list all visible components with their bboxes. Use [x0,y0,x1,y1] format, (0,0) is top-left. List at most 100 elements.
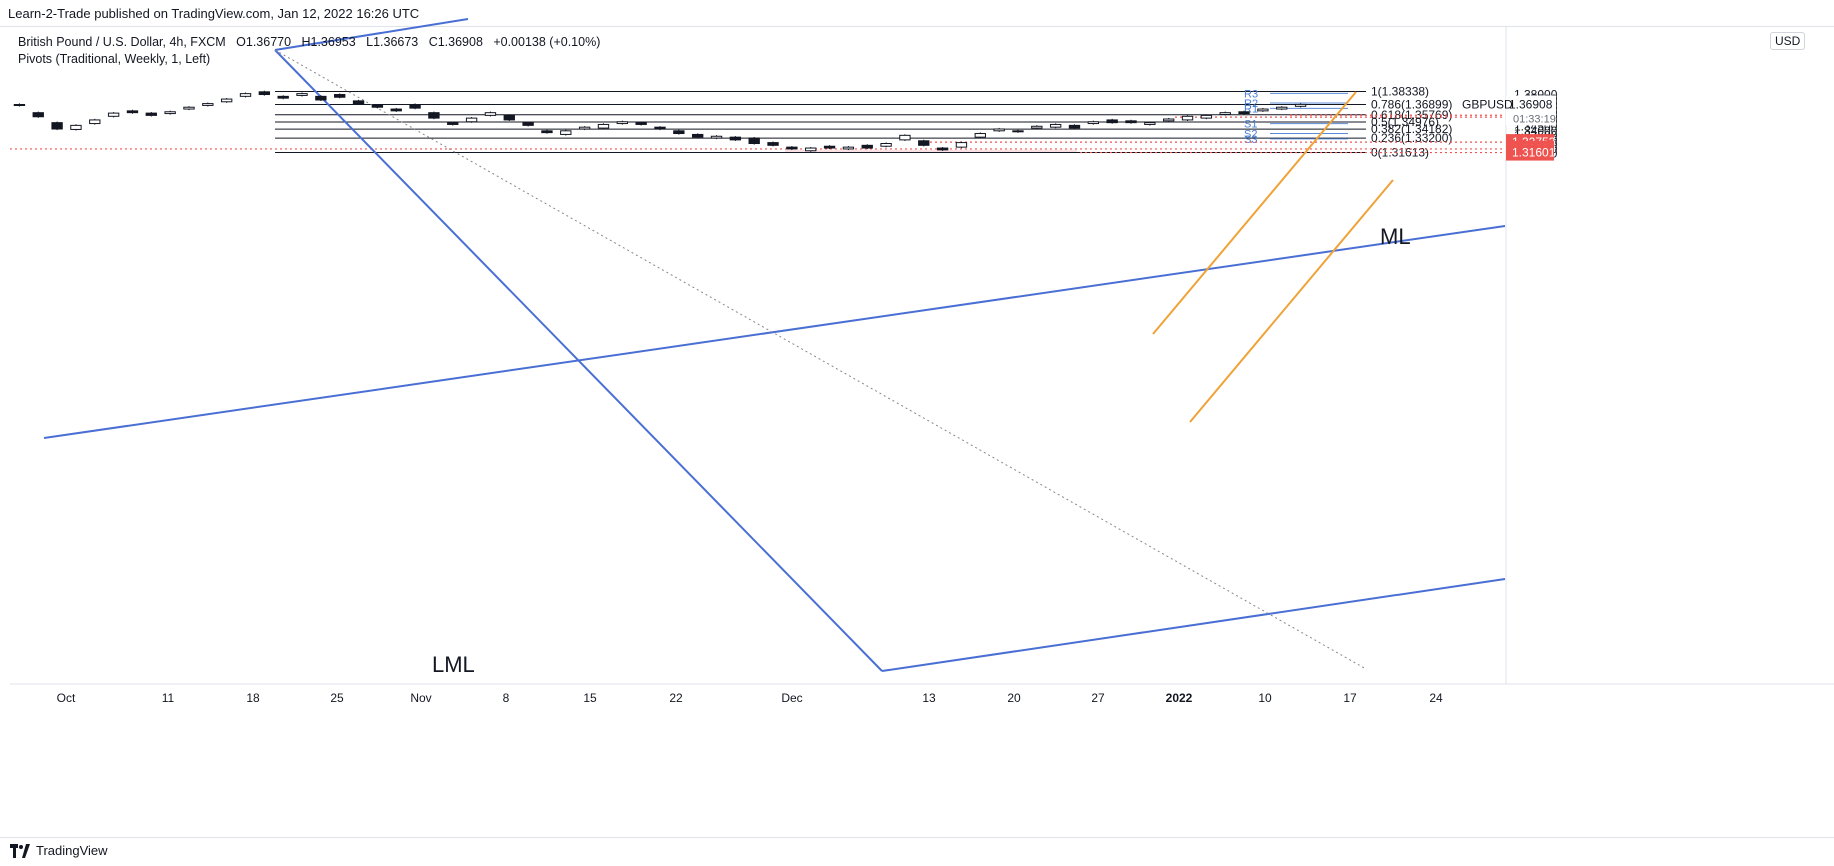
candle [503,114,515,122]
candle [918,139,930,147]
candle-body [1276,106,1288,110]
x-tick-label: 11 [162,691,175,705]
symbol-tag: GBPUSD [1462,97,1513,111]
publish-info: Learn-2-Trade published on TradingView.c… [8,6,420,21]
x-tick-label: 2022 [1166,691,1193,705]
candle-body [936,147,949,151]
x-tick-label: 17 [1343,691,1357,705]
candle-body [1238,111,1250,115]
candle [1031,125,1043,130]
x-tick-label: 22 [669,691,683,705]
candle-body [13,104,26,107]
candle [522,121,534,127]
candle-body [578,126,591,130]
candle-body [616,121,629,125]
candle-body [390,108,402,112]
candle [1087,120,1100,125]
channel-upper-line [1152,91,1357,335]
candle-body [748,137,760,145]
candle-body [560,130,572,135]
candle-body [805,147,817,152]
current-price-box [1506,95,1556,126]
candle-body [1106,119,1118,124]
candle-body [465,117,478,123]
candle-body [1012,130,1024,133]
candle [1257,107,1269,112]
chart-frame[interactable] [0,27,1834,838]
candle [1068,124,1081,130]
x-tick-label: 13 [922,691,936,705]
x-tick-label: 24 [1429,691,1443,705]
candle [880,142,892,148]
candle-body [1200,114,1213,119]
candle [1238,110,1250,115]
x-tick-label: Oct [57,691,76,705]
candle-body [710,135,723,139]
candle-body [1068,124,1081,129]
candle-body [409,104,421,109]
pivot-label: R2 [1244,98,1258,110]
candle-body [692,133,704,138]
candle-body [1144,122,1156,125]
fib-level-label: 0.236(1.33200) [1371,131,1452,145]
price-marker-box [1506,144,1554,161]
candle [126,109,139,114]
ml-annotation: ML [1380,224,1411,249]
footer-brand: TradingView [36,843,108,858]
chart-legend: British Pound / U.S. Dollar, 4h, FXCM O1… [18,34,600,68]
ohlc-change: +0.00138 (+0.10%) [493,35,601,49]
candle-body [1257,108,1269,112]
pivot-label: S2 [1244,128,1257,140]
candle [1144,121,1156,126]
candle [993,127,1005,132]
candle [1106,118,1118,124]
pivot-label: R3 [1244,88,1258,100]
current-price-label: 1.36908 [1509,97,1553,111]
candle-body [89,119,101,125]
x-tick-label: 10 [1258,691,1272,705]
candle [1163,117,1175,122]
candle-body [296,93,308,96]
candle-body [1087,121,1100,125]
candle [70,124,82,131]
lower-median-line [881,578,1506,672]
ohlc-close: C1.36908 [428,35,483,49]
candle-body [541,130,553,134]
candle [1219,111,1231,116]
symbol-line: British Pound / U.S. Dollar, 4h, FXCM O1… [18,34,600,51]
ohlc-low: L1.36673 [366,35,419,49]
candle [258,90,271,96]
candle [334,93,346,99]
candle [89,118,101,125]
candle [239,92,252,98]
candle [654,126,666,131]
currency-button[interactable]: USD [1770,32,1806,50]
candle-body [220,98,233,103]
candle [805,146,817,152]
pivot-label: S3 [1244,134,1257,146]
candle-body [899,134,911,141]
candle-body [729,136,742,141]
candle [352,99,365,105]
ohlc-open: O1.36770 [236,35,292,49]
candle-body [842,146,855,150]
candle-body [145,112,157,116]
candle-body [164,111,176,115]
candle [786,146,798,151]
candle [692,133,704,139]
x-tick-label: 27 [1091,691,1105,705]
x-tick-label: Nov [410,691,431,705]
candle [51,121,63,131]
fib-level-label: 0.382(1.34182) [1371,122,1452,136]
indicator-line: Pivots (Traditional, Weekly, 1, Left) [18,52,211,66]
pivot-label: S1 [1244,119,1257,131]
candle-body [635,122,647,125]
x-tick-label: 20 [1007,691,1021,705]
candle-body [823,145,836,149]
candle-body [352,100,365,105]
candle [936,146,949,151]
candle-body [315,95,327,101]
candle [1125,119,1137,124]
candle [13,103,26,107]
